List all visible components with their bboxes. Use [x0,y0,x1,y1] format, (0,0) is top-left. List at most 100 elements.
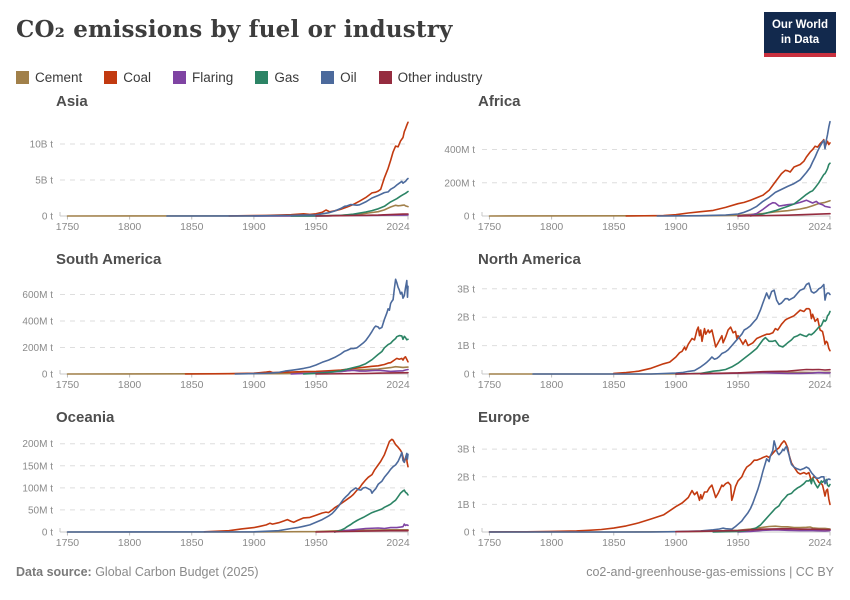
svg-text:1900: 1900 [242,221,266,233]
legend-label: Cement [35,69,83,85]
svg-text:1750: 1750 [478,221,502,233]
legend-item-cement[interactable]: Cement [16,70,82,85]
data-source: Data source: Global Carbon Budget (2025) [16,565,259,579]
svg-text:0 t: 0 t [42,211,53,222]
series-line-other-industry [675,368,831,375]
svg-text:1850: 1850 [180,379,204,391]
series-line-oil [532,282,831,375]
series-line-other-industry [737,212,831,217]
series-line-coal [184,355,409,375]
legend-label: Gas [274,69,300,85]
series-line-flaring [737,528,831,533]
svg-text:5B t: 5B t [35,175,53,186]
svg-text:1750: 1750 [56,221,80,233]
legend-item-oil[interactable]: Oil [321,70,357,85]
svg-text:2B t: 2B t [457,313,475,324]
legend-item-coal[interactable]: Coal [104,70,151,85]
charts-grid: Asia 0 t 5B t 10B t 1750 1800 1850 1900 1950 2024… [14,89,836,556]
svg-text:100M t: 100M t [22,483,53,494]
legend-label: Other industry [397,69,483,85]
series-line-oil [488,439,831,533]
svg-text:1800: 1800 [118,537,142,549]
chart-title-africa: Africa [478,92,521,110]
series-line-gas [749,162,831,217]
legend: Cement Coal Flaring Gas Oil Other industry [16,70,836,85]
data-source-value: Global Carbon Budget (2025) [91,564,259,579]
series-line-oil [234,278,409,375]
svg-text:200M t: 200M t [22,439,53,450]
series-line-other-industry [315,213,409,217]
chart-title-asia: Asia [56,92,88,110]
series-line-flaring [737,199,831,217]
svg-text:1950: 1950 [304,221,328,233]
svg-text:0 t: 0 t [464,527,475,538]
svg-text:1950: 1950 [304,379,328,391]
svg-text:400M t: 400M t [22,316,53,327]
series-line-other-industry [675,527,831,533]
series-line-flaring [333,523,409,533]
series-line-other-industry [315,371,409,375]
svg-text:0 t: 0 t [42,527,53,538]
line-chart-oceania[interactable]: 0 t 50M t 100M t 150M t 200M t 1750 1800 1850 19… [14,428,414,556]
series-line-cement [488,199,831,217]
chart-panel-oceania: Oceania 0 t 50M t 100M t 150M t 200M t 1750 180… [14,405,414,556]
line-chart-south-america[interactable]: 0 t 200M t 400M t 600M t 1750 1800 1850 1900 195… [14,270,414,398]
legend-label: Coal [123,69,152,85]
chart-title-oceania: Oceania [56,408,115,426]
legend-label: Oil [340,69,357,85]
svg-text:3B t: 3B t [457,284,475,295]
chart-panel-europe: Europe 0 t 1B t 2B t 3B t 1750 1800 1850 1900 195… [436,405,836,556]
series-line-gas [675,310,831,375]
page-title: CO₂ emissions by fuel or industry [16,16,453,43]
svg-text:2024: 2024 [808,221,832,233]
owid-logo[interactable]: Our World in Data [764,12,836,57]
svg-text:400M t: 400M t [444,145,475,156]
svg-text:0 t: 0 t [464,369,475,380]
svg-text:1800: 1800 [540,379,564,391]
footer-link[interactable]: co2-and-greenhouse-gas-emissions | CC BY [586,564,834,579]
series-line-coal [203,438,409,533]
svg-text:200M t: 200M t [22,343,53,354]
svg-text:1750: 1750 [478,379,502,391]
legend-item-flaring[interactable]: Flaring [173,70,233,85]
svg-text:2B t: 2B t [457,472,475,483]
chart-title-south-america: South America [56,250,162,268]
svg-text:600M t: 600M t [22,290,53,301]
svg-text:1950: 1950 [304,537,328,549]
svg-text:1900: 1900 [664,379,688,391]
series-line-gas [333,489,409,533]
svg-text:50M t: 50M t [28,505,53,516]
data-source-label: Data source: [16,564,92,579]
svg-text:1B t: 1B t [457,500,475,511]
series-line-coal [612,307,831,375]
legend-item-other-industry[interactable]: Other industry [378,69,483,85]
svg-text:1750: 1750 [56,537,80,549]
svg-text:1750: 1750 [56,379,80,391]
chart-title-europe: Europe [478,408,530,426]
series-line-gas [290,190,409,217]
series-line-other-industry [315,529,409,533]
line-chart-europe[interactable]: 0 t 1B t 2B t 3B t 1750 1800 1850 1900 1950 2024 [436,428,836,556]
svg-text:1B t: 1B t [457,341,475,352]
series-line-coal [228,121,409,217]
owid-logo-line1: Our World [771,19,828,31]
svg-text:1850: 1850 [602,379,626,391]
svg-text:1850: 1850 [602,221,626,233]
series-line-oil [656,120,831,217]
line-chart-africa[interactable]: 0 t 200M t 400M t 1750 1800 1850 1900 1950 2024 [436,112,836,240]
footer: Data source: Global Carbon Budget (2025)… [14,565,836,579]
svg-text:2024: 2024 [808,537,832,549]
series-line-gas [712,477,831,533]
legend-label: Flaring [192,69,234,85]
line-chart-asia[interactable]: 0 t 5B t 10B t 1750 1800 1850 1900 1950 2024 [14,112,414,240]
svg-text:1850: 1850 [180,221,204,233]
svg-text:1900: 1900 [664,221,688,233]
legend-swatch-icon [104,70,118,84]
legend-item-gas[interactable]: Gas [255,70,299,85]
svg-text:200M t: 200M t [444,178,475,189]
svg-text:150M t: 150M t [22,461,53,472]
svg-text:1800: 1800 [540,537,564,549]
svg-text:1950: 1950 [726,379,750,391]
line-chart-north-america[interactable]: 0 t 1B t 2B t 3B t 1750 1800 1850 1900 1950 2024 [436,270,836,398]
chart-panel-south-america: South America 0 t 200M t 400M t 600M t 1750 18… [14,247,414,398]
